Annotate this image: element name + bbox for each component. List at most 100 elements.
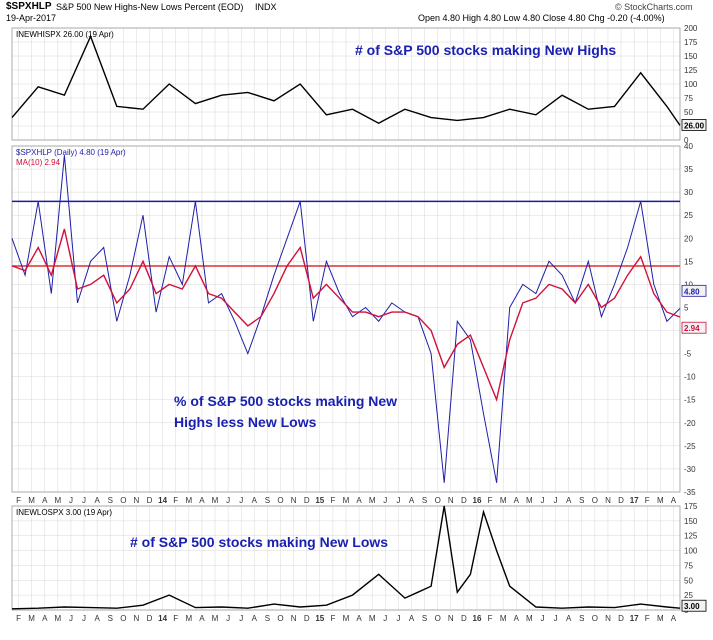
x-tick-label: M: [343, 496, 350, 505]
chart-symbol: $SPXHLP: [6, 1, 52, 12]
x-tick-label: A: [252, 496, 258, 505]
x-tick-label: S: [108, 614, 113, 623]
y-tick-label: -5: [684, 350, 692, 359]
x-tick-label: M: [185, 614, 192, 623]
x-tick-label: S: [422, 614, 427, 623]
x-tick-label: M: [185, 496, 192, 505]
x-tick-label: O: [435, 614, 441, 623]
y-tick-label: 40: [684, 142, 693, 151]
x-tick-label: S: [579, 614, 584, 623]
x-tick-label: S: [265, 614, 270, 623]
x-tick-label: F: [488, 614, 493, 623]
new-highs-series-line: [11, 34, 681, 126]
x-tick-label: D: [304, 614, 310, 623]
y-tick-label: 75: [684, 561, 693, 570]
x-tick-label: A: [356, 496, 362, 505]
x-tick-label: A: [514, 496, 520, 505]
chart-exchange: INDX: [255, 2, 277, 12]
x-tick-label: F: [645, 496, 650, 505]
x-tick-label: 14: [158, 496, 167, 505]
x-tick-label: A: [566, 496, 572, 505]
x-tick-label: O: [120, 614, 126, 623]
x-tick-label: A: [514, 614, 520, 623]
y-tick-label: 175: [684, 502, 698, 511]
x-tick-label: 15: [315, 496, 324, 505]
x-tick-label: M: [369, 496, 376, 505]
x-tick-label: J: [239, 496, 243, 505]
x-tick-label: A: [671, 614, 677, 623]
middle-legend-price: $SPXHLP (Daily) 4.80 (19 Apr): [16, 148, 126, 157]
x-tick-label: J: [226, 614, 230, 623]
x-tick-label: A: [199, 496, 205, 505]
x-tick-label: J: [396, 496, 400, 505]
top-legend: INEWHISPX 26.00 (19 Apr): [16, 30, 114, 39]
bottom-last-value: 3.00: [684, 602, 700, 611]
x-tick-label: D: [618, 496, 624, 505]
x-tick-label: O: [435, 496, 441, 505]
y-tick-label: 150: [684, 517, 698, 526]
middle-ma-last-value-box: [681, 321, 707, 334]
y-tick-label: 125: [684, 66, 698, 75]
x-tick-label: A: [42, 614, 48, 623]
x-tick-label: N: [291, 496, 297, 505]
new-lows-series-line: [11, 505, 681, 610]
y-tick-label: -15: [684, 396, 696, 405]
x-tick-label: J: [540, 614, 544, 623]
panel-frame: [11, 145, 681, 493]
x-tick-label: F: [173, 496, 178, 505]
x-tick-label: A: [42, 496, 48, 505]
x-tick-label: N: [448, 496, 454, 505]
x-tick-label: S: [422, 496, 427, 505]
y-tick-label: 100: [684, 547, 698, 556]
x-tick-label: M: [28, 614, 35, 623]
top-last-value: 26.00: [684, 121, 705, 130]
x-tick-label: N: [605, 614, 611, 623]
x-tick-label: M: [526, 496, 533, 505]
y-tick-label: 125: [684, 532, 698, 541]
top-annotation: # of S&P 500 stocks making New Highs: [355, 42, 616, 58]
x-tick-label: O: [120, 496, 126, 505]
brand-credit: © StockCharts.com: [615, 2, 693, 12]
x-tick-label: J: [69, 614, 73, 623]
x-tick-label: D: [147, 496, 153, 505]
x-tick-label: M: [657, 496, 664, 505]
x-tick-label: 15: [315, 614, 324, 623]
x-tick-label: J: [239, 614, 243, 623]
y-tick-label: 150: [684, 52, 698, 61]
x-tick-label: M: [500, 614, 507, 623]
y-tick-label: 75: [684, 94, 693, 103]
panel-frame: [11, 27, 681, 141]
x-tick-label: A: [409, 614, 415, 623]
x-tick-label: J: [226, 496, 230, 505]
x-tick-label: 14: [158, 614, 167, 623]
x-tick-label: 17: [630, 614, 639, 623]
x-tick-label: N: [605, 496, 611, 505]
x-tick-label: F: [16, 614, 21, 623]
x-tick-label: A: [252, 614, 258, 623]
y-tick-label: 15: [684, 257, 693, 266]
y-tick-label: 20: [684, 234, 693, 243]
middle-legend-ma: MA(10) 2.94: [16, 158, 61, 167]
middle-annotation-line2: Highs less New Lows: [174, 414, 317, 430]
x-tick-label: N: [291, 614, 297, 623]
x-tick-label: J: [383, 496, 387, 505]
x-tick-label: F: [16, 496, 21, 505]
x-tick-label: 16: [473, 614, 482, 623]
x-tick-label: M: [526, 614, 533, 623]
x-tick-label: D: [304, 496, 310, 505]
x-tick-label: A: [409, 496, 415, 505]
x-tick-label: M: [369, 614, 376, 623]
x-tick-label: J: [396, 614, 400, 623]
panel-frame: [11, 505, 681, 611]
y-tick-label: -35: [684, 488, 696, 497]
x-tick-label: N: [134, 614, 140, 623]
bottom-legend: INEWLOSPX 3.00 (19 Apr): [16, 508, 112, 517]
y-tick-label: 25: [684, 211, 693, 220]
x-tick-label: F: [488, 496, 493, 505]
x-tick-label: A: [94, 496, 100, 505]
x-tick-label: J: [82, 614, 86, 623]
x-tick-label: S: [265, 496, 270, 505]
x-tick-label: M: [212, 496, 219, 505]
x-tick-label: N: [134, 496, 140, 505]
